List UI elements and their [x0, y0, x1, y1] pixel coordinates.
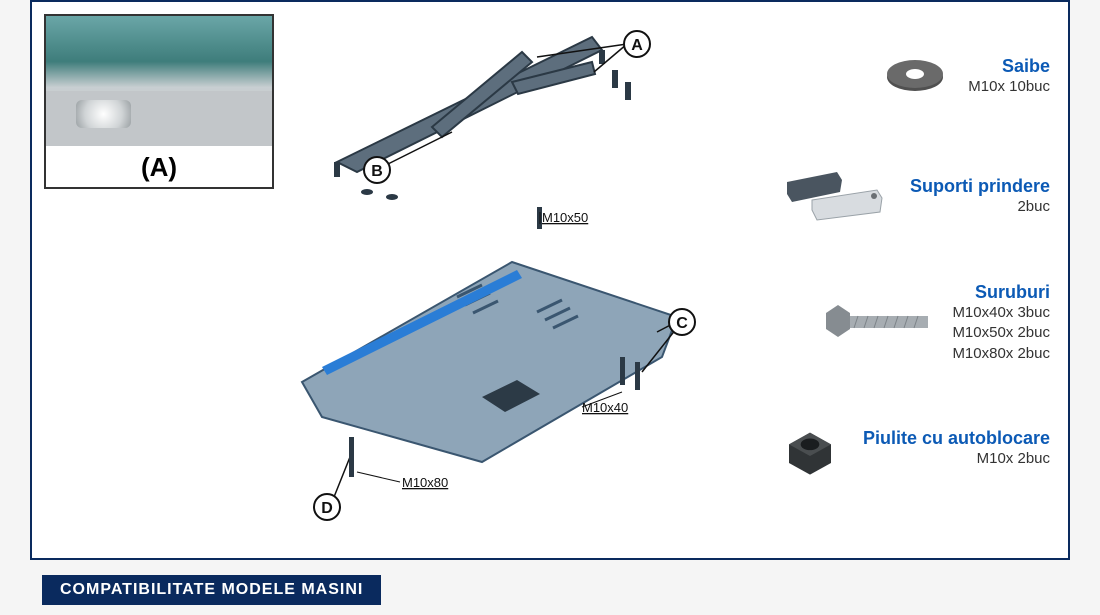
svg-text:M10x80: M10x80 [402, 475, 448, 490]
part-title: Saibe [968, 56, 1050, 77]
part-detail: M10x50x 2buc [952, 323, 1050, 343]
svg-text:M10x40: M10x40 [582, 400, 628, 415]
part-detail: M10x40x 3buc [952, 303, 1050, 323]
part-detail: M10x 10buc [968, 77, 1050, 97]
part-detail: M10x80x 2buc [952, 344, 1050, 364]
inset-label: (A) [46, 146, 272, 183]
diagram-sheet: (A) [30, 0, 1070, 560]
bracket-icon [782, 162, 892, 232]
reference-photo: (A) [44, 14, 274, 189]
svg-text:D: D [321, 500, 333, 517]
car-photo [46, 16, 272, 146]
part-nuts: Piulite cu autoblocare M10x 2buc [715, 414, 1050, 484]
diagram-svg: A B C D M10x50 M10x40 M10x80 [282, 12, 712, 542]
part-title: Suruburi [952, 282, 1050, 303]
part-detail: M10x 2buc [863, 449, 1050, 469]
nut-icon [775, 414, 845, 484]
part-bolts: Suruburi M10x40x 3buc M10x50x 2buc M10x8… [715, 282, 1050, 364]
part-washers: Saibe M10x 10buc [715, 42, 1050, 112]
bolt-icon [824, 288, 934, 358]
part-title: Suporti prindere [910, 176, 1050, 197]
exploded-diagram: A B C D M10x50 M10x40 M10x80 [282, 12, 712, 542]
part-detail: 2buc [910, 197, 1050, 217]
washer-icon [880, 42, 950, 112]
car-headlight [76, 100, 131, 128]
svg-text:M10x50: M10x50 [542, 210, 588, 225]
compatibility-banner: COMPATIBILITATE MODELE MASINI [42, 575, 381, 605]
parts-list: Saibe M10x 10buc Suporti prindere 2buc [715, 42, 1050, 484]
part-brackets: Suporti prindere 2buc [715, 162, 1050, 232]
part-title: Piulite cu autoblocare [863, 428, 1050, 449]
svg-text:B: B [371, 163, 383, 180]
svg-text:A: A [631, 37, 643, 54]
svg-text:C: C [676, 315, 688, 332]
